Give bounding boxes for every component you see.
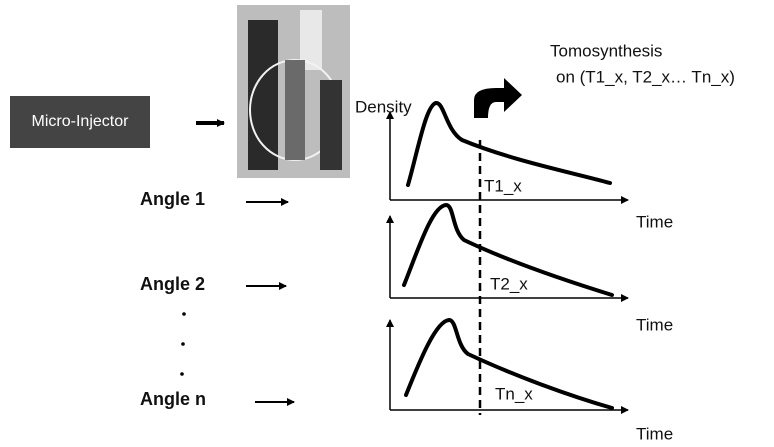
curve xyxy=(404,318,614,410)
angle-label: Angle 1 xyxy=(140,189,205,209)
curved-arrow xyxy=(474,78,522,118)
tomo-line1: Tomosynthesis xyxy=(550,41,662,60)
time-point: T1_x xyxy=(484,176,522,195)
injector-label: Micro-Injector xyxy=(32,113,130,130)
injector-box xyxy=(10,96,150,148)
x-axis-label: Time xyxy=(636,315,673,334)
curve xyxy=(406,101,612,187)
curve xyxy=(402,203,614,297)
angle-label: Angle n xyxy=(140,389,206,409)
ellipsis xyxy=(180,312,186,376)
angle-label: Angle 2 xyxy=(140,274,205,294)
time-point: Tn_x xyxy=(495,384,533,403)
tomo-line2: on (T1_x, T2_x… Tn_x) xyxy=(556,67,735,86)
x-axis-label: Time xyxy=(636,212,673,231)
time-point: T2_x xyxy=(490,274,528,293)
x-axis-label: Time xyxy=(636,424,673,443)
y-axis-label: Density xyxy=(355,97,412,116)
photo xyxy=(237,5,350,178)
